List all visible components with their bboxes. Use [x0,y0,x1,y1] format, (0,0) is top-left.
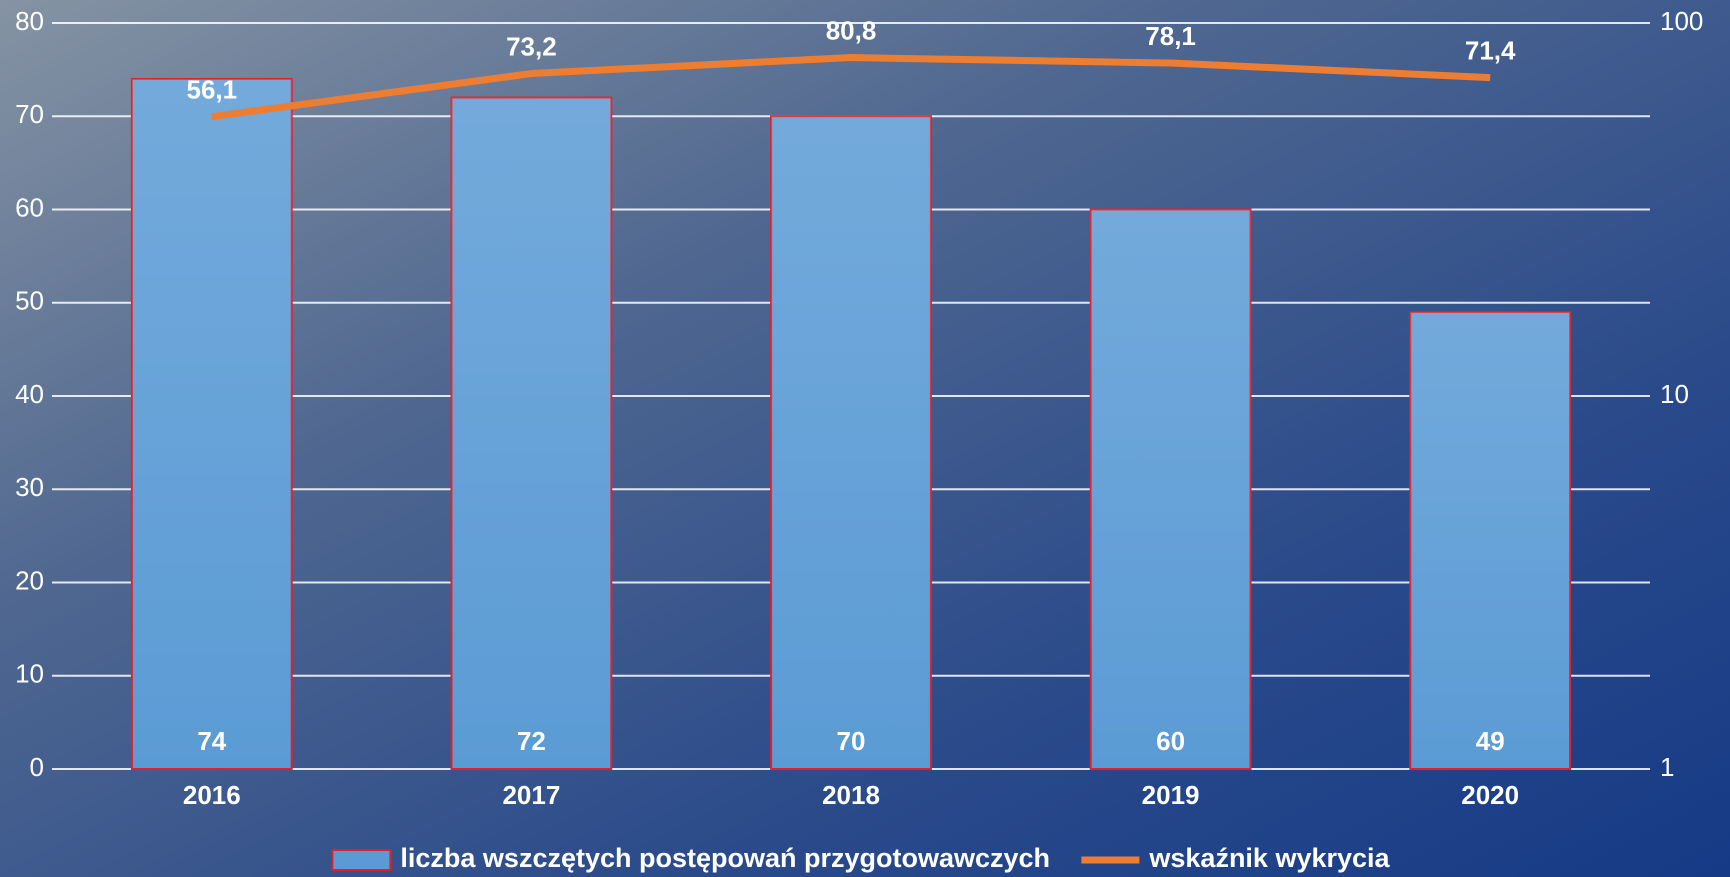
y-tick-label: 60 [15,192,44,222]
x-tick-label: 2018 [822,780,880,810]
data-label: 73,2 [506,31,557,61]
data-label: 80,8 [826,15,877,45]
data-label: 72 [517,726,546,756]
y-tick-label: 80 [15,6,44,36]
x-tick-label: 2019 [1142,780,1200,810]
data-label: 74 [197,726,226,756]
bar-sheen [1410,312,1571,769]
legend-swatch [331,849,392,871]
y-tick-label: 0 [30,752,44,782]
data-label: 56,1 [186,75,237,105]
data-label: 71,4 [1465,35,1516,65]
y2-tick-label: 1 [1660,752,1674,782]
x-tick-label: 2016 [183,780,241,810]
y-tick-label: 10 [15,659,44,689]
x-tick-label: 2020 [1461,780,1519,810]
y-tick-label: 40 [15,379,44,409]
y2-tick-label: 10 [1660,379,1689,409]
legend-label: liczba wszczętych postępowań przygotowaw… [400,843,1050,873]
y-tick-label: 50 [15,286,44,316]
y-tick-label: 70 [15,99,44,129]
y2-tick-label: 100 [1660,6,1703,36]
y-tick-label: 30 [15,472,44,502]
legend-label: wskaźnik wykrycia [1148,843,1390,873]
bar-sheen [131,78,292,769]
y-tick-label: 20 [15,565,44,595]
bar-sheen [1090,209,1251,769]
bar-sheen [451,97,612,770]
data-label: 49 [1476,726,1505,756]
x-tick-label: 2017 [502,780,560,810]
data-label: 70 [837,726,866,756]
data-label: 60 [1156,726,1185,756]
data-label: 78,1 [1145,21,1196,51]
bar-sheen [771,116,931,769]
line [211,54,1491,121]
